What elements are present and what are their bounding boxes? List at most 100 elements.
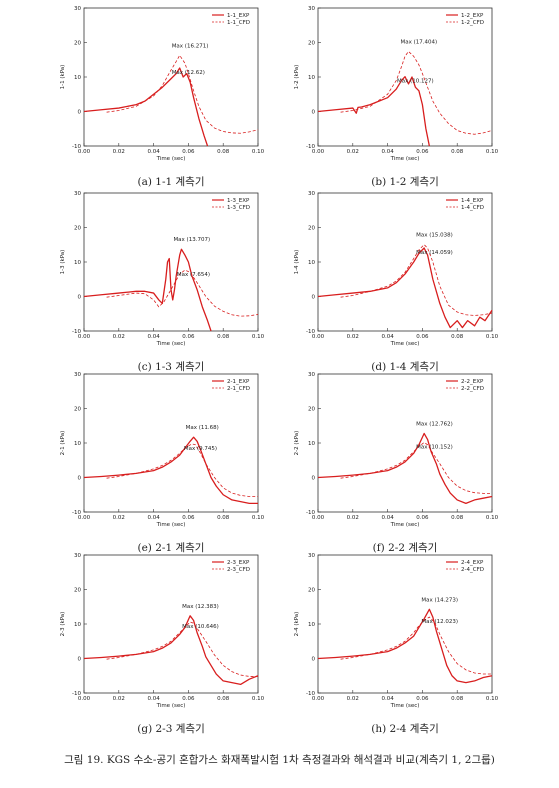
- x-tick-label: 0.06: [182, 696, 195, 702]
- y-axis-label: 2-4 (kPa): [294, 612, 300, 637]
- plot-frame: [317, 554, 493, 694]
- x-axis-label: Time (sec): [390, 703, 420, 709]
- y-tick-label: 20: [308, 41, 315, 47]
- y-tick-label: 0: [312, 657, 316, 663]
- series-line-1-3_CFD: [106, 269, 259, 317]
- chart-3: -10 0 10 20 30 0.00 0.02 0.04 0.06 0.08 0.10 Time (…: [60, 191, 265, 347]
- x-axis-label: Time (sec): [390, 156, 420, 162]
- chart-caption: (g) 2-3 계측기: [137, 723, 205, 735]
- y-tick-label: 10: [308, 622, 315, 628]
- plot-frame: [317, 192, 493, 332]
- legend-label: 2-4_EXP: [461, 560, 484, 566]
- x-tick-label: 0.04: [147, 149, 160, 155]
- max-annotation: Max (12.762): [416, 421, 453, 427]
- y-tick-label: 0: [312, 476, 316, 482]
- legend-label: 2-1_EXP: [227, 379, 250, 385]
- x-tick-label: 0.04: [381, 515, 394, 521]
- y-tick-label: 10: [308, 260, 315, 266]
- y-tick-label: -10: [306, 691, 315, 697]
- figure-caption: 그림 19. KGS 수소-공기 혼합가스 화재폭발시험 1차 측정결과와 해석…: [64, 754, 495, 766]
- x-tick-label: 0.06: [416, 334, 429, 340]
- x-tick-label: 0.10: [252, 515, 265, 521]
- legend-label: 2-3_CFD: [227, 567, 250, 573]
- legend-label: 1-1_EXP: [227, 13, 250, 19]
- legend-label: 1-4_EXP: [461, 198, 484, 204]
- y-tick-label: 20: [74, 226, 81, 232]
- y-tick-label: 30: [74, 191, 81, 197]
- max-annotation: Max (15.038): [416, 233, 453, 239]
- y-tick-label: 30: [308, 6, 315, 12]
- chart-caption: (e) 2-1 계측기: [137, 542, 205, 554]
- x-tick-label: 0.06: [416, 149, 429, 155]
- x-axis-label: Time (sec): [156, 522, 186, 528]
- chart-caption: (f) 2-2 계측기: [372, 542, 438, 554]
- legend-label: 2-3_EXP: [227, 560, 250, 566]
- chart-1: -10 0 10 20 30 0.00 0.02 0.04 0.06 0.08 0.10 Time (…: [60, 6, 265, 162]
- chart-5: -10 0 10 20 30 0.00 0.02 0.04 0.06 0.08 0.10 Time (…: [60, 372, 265, 528]
- y-tick-label: 0: [312, 295, 316, 301]
- y-axis-label: 2-1 (kPa): [60, 431, 66, 456]
- x-tick-label: 0.06: [416, 696, 429, 702]
- max-annotation: Max (12.62): [172, 70, 205, 76]
- y-tick-label: -10: [72, 510, 81, 516]
- y-axis-label: 1-4 (kPa): [294, 250, 300, 275]
- x-tick-label: 0.00: [312, 149, 325, 155]
- x-tick-label: 0.02: [347, 334, 359, 340]
- series-line-1-4_CFD: [340, 244, 493, 316]
- x-tick-label: 0.00: [78, 696, 91, 702]
- y-tick-label: 20: [74, 407, 81, 413]
- y-tick-label: 0: [78, 657, 82, 663]
- x-tick-label: 0.08: [217, 515, 230, 521]
- x-tick-label: 0.02: [347, 149, 359, 155]
- x-tick-label: 0.04: [381, 334, 394, 340]
- x-tick-label: 0.02: [113, 149, 125, 155]
- series-line-2-2_EXP: [317, 432, 493, 505]
- chart-7: -10 0 10 20 30 0.00 0.02 0.04 0.06 0.08 0.10 Time (…: [60, 553, 265, 709]
- x-tick-label: 0.08: [217, 149, 230, 155]
- max-annotation: Max (14.059): [416, 250, 453, 256]
- x-tick-label: 0.04: [381, 149, 394, 155]
- x-tick-label: 0.00: [312, 334, 325, 340]
- y-tick-label: 0: [78, 295, 82, 301]
- x-tick-label: 0.04: [147, 515, 160, 521]
- chart-2: -10 0 10 20 30 0.00 0.02 0.04 0.06 0.08 0.10 Time (…: [294, 6, 499, 162]
- max-annotation: Max (12.383): [182, 604, 219, 610]
- y-tick-label: 30: [74, 6, 81, 12]
- legend-label: 1-1_CFD: [227, 20, 250, 26]
- y-tick-label: 30: [308, 191, 315, 197]
- series-line-1-2_CFD: [340, 51, 493, 135]
- legend-label: 1-2_CFD: [461, 20, 484, 26]
- plot-frame: [83, 554, 259, 694]
- x-tick-label: 0.00: [78, 515, 91, 521]
- plot-frame: [317, 373, 493, 513]
- y-tick-label: 0: [312, 110, 316, 116]
- y-axis-label: 2-2 (kPa): [294, 431, 300, 456]
- y-tick-label: 0: [78, 476, 82, 482]
- legend-label: 2-2_CFD: [461, 386, 484, 392]
- x-tick-label: 0.08: [217, 696, 230, 702]
- y-tick-label: -10: [306, 510, 315, 516]
- x-tick-label: 0.06: [182, 334, 195, 340]
- y-tick-label: -10: [306, 329, 315, 335]
- y-tick-label: 10: [74, 75, 81, 81]
- y-tick-label: 10: [74, 622, 81, 628]
- x-tick-label: 0.08: [451, 696, 464, 702]
- max-annotation: Max (10.127): [397, 79, 434, 85]
- x-tick-label: 0.10: [486, 334, 499, 340]
- x-axis-label: Time (sec): [390, 522, 420, 528]
- y-tick-label: 10: [308, 75, 315, 81]
- x-axis-label: Time (sec): [156, 156, 186, 162]
- y-tick-label: 0: [78, 110, 82, 116]
- y-axis-label: 2-3 (kPa): [60, 612, 66, 637]
- x-tick-label: 0.06: [416, 515, 429, 521]
- x-tick-label: 0.02: [113, 515, 125, 521]
- x-tick-label: 0.04: [147, 334, 160, 340]
- chart-6: -10 0 10 20 30 0.00 0.02 0.04 0.06 0.08 0.10 Time (…: [294, 372, 499, 528]
- series-line-2-2_CFD: [340, 442, 492, 494]
- max-annotation: Max (11.68): [186, 425, 219, 431]
- x-tick-label: 0.02: [113, 696, 125, 702]
- y-tick-label: 10: [74, 441, 81, 447]
- y-tick-label: 30: [74, 372, 81, 378]
- x-tick-label: 0.10: [252, 334, 265, 340]
